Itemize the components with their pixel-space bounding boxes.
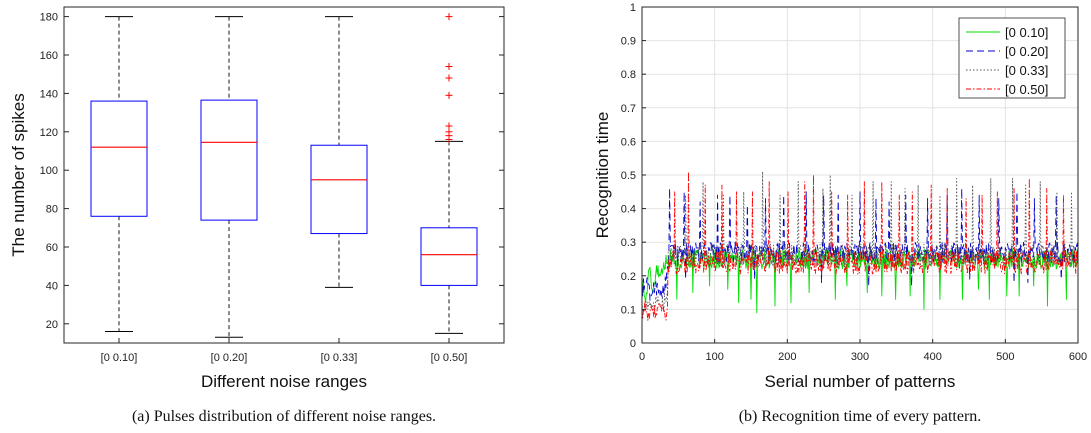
line-y-tick-label: 0.9 xyxy=(621,36,636,48)
line-x-axis-label: Serial number of patterns xyxy=(765,372,956,391)
box-2 xyxy=(310,16,368,288)
boxplot-y-tick-label: 80 xyxy=(46,204,58,216)
box-0 xyxy=(90,16,148,332)
box-iqr xyxy=(90,100,148,217)
line-x-tick-label: 0 xyxy=(639,351,645,363)
boxplot-x-tick-label: [0 0.33] xyxy=(321,352,358,364)
line-caption: (b) Recognition time of every pattern. xyxy=(739,408,982,425)
boxplot-x-tick-label: [0 0.10] xyxy=(101,352,138,364)
boxplot-caption: (a) Pulses distribution of different noi… xyxy=(132,408,436,425)
line-y-tick-label: 0 xyxy=(630,338,636,350)
boxplot-x-tick-label: [0 0.20] xyxy=(211,352,248,364)
box-1 xyxy=(200,16,258,338)
boxplot-plot-area xyxy=(63,6,505,344)
legend-label-1: [0 0.20] xyxy=(1005,44,1048,59)
line-y-tick-label: 0.7 xyxy=(621,103,636,115)
line-x-tick-label: 600 xyxy=(1069,351,1087,363)
line-x-tick-label: 300 xyxy=(851,351,869,363)
box-3 xyxy=(420,13,478,334)
line-y-tick-label: 0.1 xyxy=(621,304,636,316)
boxplot-y-tick-label: 160 xyxy=(40,50,58,62)
outlier-marker xyxy=(445,122,453,130)
line-y-tick-label: 0.8 xyxy=(621,69,636,81)
boxplot-y-tick-label: 120 xyxy=(40,127,58,139)
line-y-tick-label: 0.6 xyxy=(621,136,636,148)
line-y-tick-label: 0.4 xyxy=(621,204,636,216)
series-line-1 xyxy=(641,187,1079,301)
boxplot-y-tick-label: 140 xyxy=(40,88,58,100)
boxplot-y-tick-label: 20 xyxy=(46,319,58,331)
boxplot-y-tick-label: 100 xyxy=(40,165,58,177)
line-x-tick-label: 400 xyxy=(923,351,941,363)
line-y-tick-label: 0.3 xyxy=(621,237,636,249)
outlier-marker xyxy=(445,74,453,82)
legend-label-2: [0 0.33] xyxy=(1005,63,1048,78)
box-iqr xyxy=(420,227,478,286)
boxplot-y-tick-label: 180 xyxy=(40,12,58,24)
boxplot-x-axis-label: Different noise ranges xyxy=(201,372,367,391)
box-iqr xyxy=(200,99,258,221)
box-iqr xyxy=(310,144,368,235)
line-y-tick-label: 0.2 xyxy=(621,271,636,283)
legend: [0 0.10] [0 0.20] [0 0.33] [0 0.50] xyxy=(958,17,1066,99)
line-x-tick-label: 100 xyxy=(705,351,723,363)
boxplot-x-tick-label: [0 0.50] xyxy=(431,352,468,364)
line-y-axis-label: Recognition time xyxy=(593,112,612,239)
line-x-tick-label: 500 xyxy=(996,351,1014,363)
line-x-tick-label: 200 xyxy=(778,351,796,363)
boxplot-y-axis-label: The number of spikes xyxy=(9,93,28,256)
line-y-tick-label: 1 xyxy=(630,2,636,14)
boxplot-chart: 20 40 60 80 100 120 140 160 180 [0 0.10] [0 0.20] [… xyxy=(9,6,505,425)
boxplot-y-tick-label: 60 xyxy=(46,242,58,254)
line-chart: 0 0.1 0.2 0.3 0.4 0.5 0.6 0.7 0.8 0.9 1 0 100 200 300 4… xyxy=(593,2,1087,425)
line-y-tick-label: 0.5 xyxy=(621,170,636,182)
series-line-0 xyxy=(641,248,1079,314)
boxplot-y-tick-label: 40 xyxy=(46,280,58,292)
outlier-marker xyxy=(445,13,453,21)
outlier-marker xyxy=(445,91,453,99)
legend-label-0: [0 0.10] xyxy=(1005,25,1048,40)
outlier-marker xyxy=(445,63,453,71)
legend-box xyxy=(958,17,1066,99)
legend-label-3: [0 0.50] xyxy=(1005,82,1048,97)
